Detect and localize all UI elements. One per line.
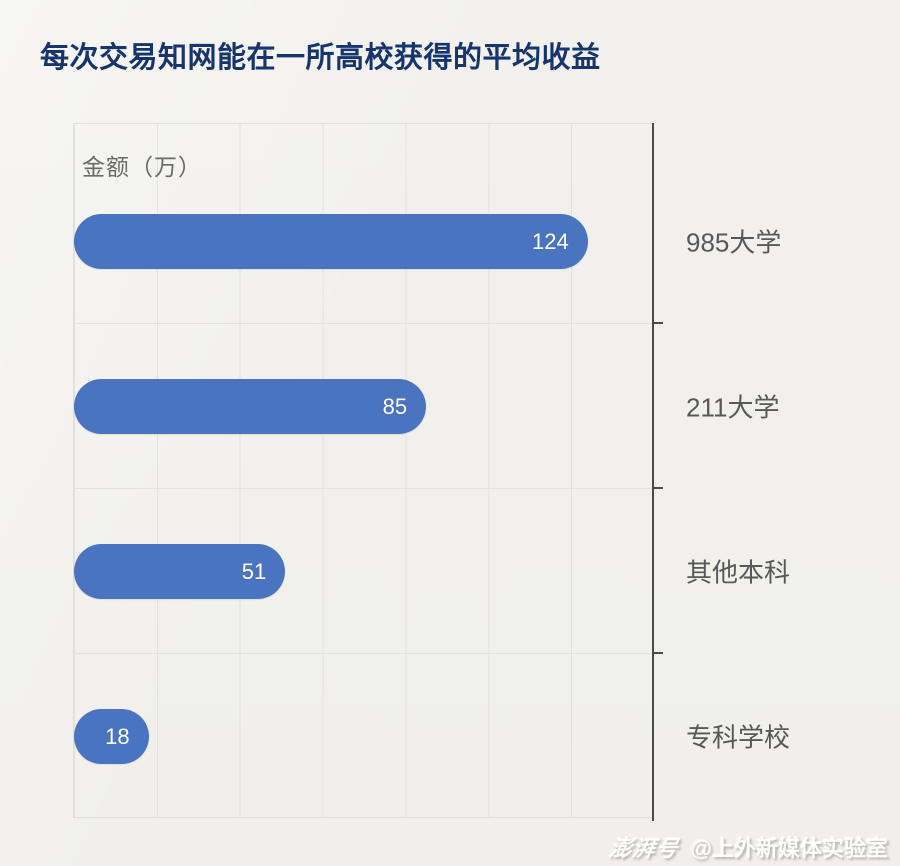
bar-value-label: 124: [531, 228, 569, 254]
category-label-专科学校: 专科学校: [686, 722, 791, 752]
horizontal-gridline: [74, 488, 653, 489]
bar-其他本科: 51: [74, 544, 286, 599]
bar-value-label: 18: [105, 723, 130, 749]
watermark-account: @上外新媒体实验室: [690, 836, 888, 861]
bar-985大学: 124: [74, 214, 588, 269]
axis-tick: [654, 652, 663, 654]
category-label-其他本科: 其他本科: [686, 557, 791, 587]
bar-211大学: 85: [74, 379, 427, 434]
pengpai-logo: 澎湃号: [607, 836, 681, 861]
axis-tick: [654, 487, 663, 489]
category-axis-line: [652, 123, 663, 821]
value-axis-unit-label: 金额（万）: [82, 154, 202, 180]
horizontal-gridline: [74, 323, 653, 324]
bar-value-label: 51: [241, 558, 267, 584]
watermark: 澎湃号 @上外新媒体实验室: [607, 831, 888, 863]
category-label-985大学: 985大学: [686, 227, 782, 257]
axis-tick: [654, 322, 663, 324]
bar-value-label: 85: [382, 393, 408, 419]
bar-专科学校: 18: [74, 709, 149, 764]
category-label-211大学: 211大学: [686, 392, 780, 422]
plot-area: 金额（万） 124 85 51 18: [73, 123, 653, 818]
horizontal-gridline: [74, 653, 653, 654]
chart-title: 每次交易知网能在一所高校获得的平均收益: [40, 40, 601, 74]
